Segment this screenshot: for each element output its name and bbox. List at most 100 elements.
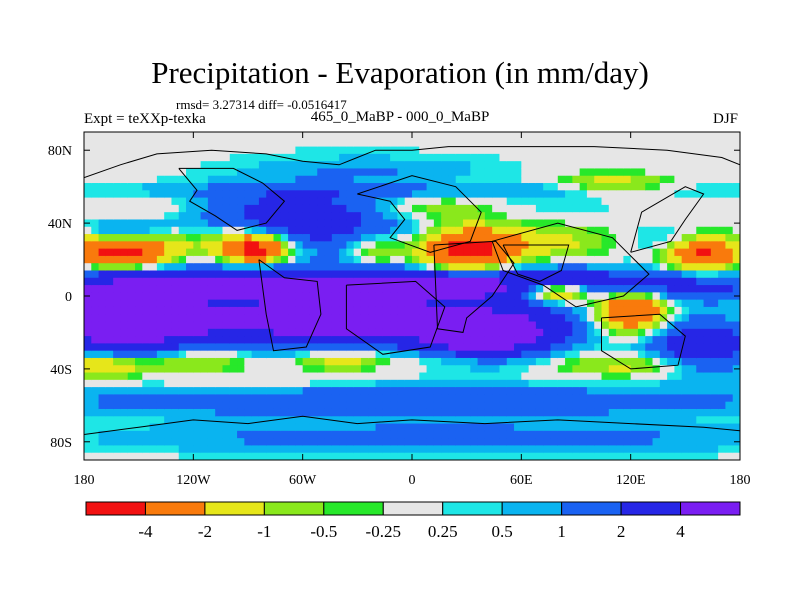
- heatmap-cell: [659, 408, 668, 417]
- heatmap-cell: [594, 306, 603, 315]
- heatmap-cell: [608, 306, 617, 315]
- heatmap-cell: [353, 248, 362, 257]
- heatmap-cell: [681, 401, 690, 410]
- heatmap-cell: [390, 423, 399, 432]
- heatmap-cell: [375, 139, 384, 148]
- heatmap-cell: [156, 241, 165, 250]
- heatmap-cell: [200, 168, 209, 177]
- heatmap-cell: [127, 408, 136, 417]
- heatmap-cell: [572, 255, 581, 264]
- heatmap-cell: [616, 175, 624, 184]
- heatmap-cell: [149, 132, 158, 140]
- heatmap-cell: [193, 379, 202, 388]
- heatmap-cell: [718, 292, 727, 301]
- heatmap-cell: [630, 365, 639, 374]
- heatmap-cell: [382, 248, 391, 257]
- heatmap-cell: [135, 175, 143, 184]
- heatmap-cell: [295, 277, 304, 286]
- heatmap-cell: [652, 255, 661, 264]
- heatmap-cell: [266, 343, 275, 352]
- heatmap-cell: [506, 234, 515, 242]
- heatmap-cell: [477, 153, 486, 162]
- heatmap-cell: [324, 132, 333, 140]
- heatmap-cell: [113, 285, 122, 293]
- heatmap-cell: [506, 219, 515, 228]
- heatmap-cell: [288, 343, 296, 352]
- heatmap-cell: [200, 452, 209, 460]
- heatmap-cell: [309, 401, 318, 410]
- heatmap-cell: [171, 401, 180, 410]
- heatmap-cell: [397, 430, 406, 439]
- heatmap-cell: [309, 285, 318, 293]
- heatmap-cell: [667, 132, 675, 140]
- heatmap-cell: [273, 299, 282, 308]
- heatmap-cell: [579, 372, 588, 381]
- heatmap-cell: [258, 365, 267, 374]
- heatmap-cell: [171, 168, 180, 177]
- heatmap-cell: [317, 408, 326, 417]
- heatmap-cell: [404, 372, 413, 381]
- heatmap-cell: [215, 321, 224, 330]
- heatmap-cell: [295, 379, 304, 388]
- heatmap-cell: [470, 204, 479, 213]
- heatmap-cell: [696, 379, 705, 388]
- heatmap-cell: [375, 387, 384, 395]
- heatmap-cell: [215, 270, 224, 279]
- heatmap-cell: [645, 299, 654, 308]
- heatmap-cell: [207, 379, 216, 388]
- heatmap-cell: [579, 328, 588, 337]
- heatmap-cell: [412, 175, 420, 184]
- heatmap-cell: [433, 306, 442, 315]
- heatmap-cell: [521, 357, 530, 366]
- heatmap-cell: [222, 394, 231, 403]
- heatmap-cell: [725, 401, 734, 410]
- heatmap-cell: [360, 452, 369, 460]
- heatmap-cell: [608, 270, 617, 279]
- heatmap-cell: [295, 394, 304, 403]
- heatmap-cell: [193, 357, 202, 366]
- heatmap-cell: [594, 263, 603, 272]
- heatmap-cell: [215, 299, 224, 308]
- heatmap-cell: [608, 168, 617, 177]
- heatmap-cell: [288, 219, 296, 228]
- heatmap-cell: [339, 365, 347, 374]
- heatmap-cell: [535, 372, 544, 381]
- heatmap-cell: [331, 270, 340, 279]
- heatmap-cell: [594, 190, 603, 199]
- heatmap-cell: [623, 175, 632, 184]
- heatmap-cell: [630, 219, 639, 228]
- heatmap-cell: [368, 153, 377, 162]
- heatmap-cell: [426, 452, 435, 460]
- heatmap-cell: [390, 408, 399, 417]
- heatmap-cell: [273, 314, 282, 323]
- heatmap-cell: [594, 153, 603, 162]
- heatmap-cell: [273, 263, 282, 272]
- heatmap-cell: [433, 226, 442, 235]
- heatmap-cell: [105, 299, 114, 308]
- heatmap-cell: [251, 416, 260, 425]
- heatmap-cell: [113, 219, 122, 228]
- heatmap-cell: [608, 277, 617, 286]
- heatmap-cell: [608, 139, 617, 148]
- heatmap-cell: [557, 292, 566, 301]
- heatmap-cell: [725, 299, 734, 308]
- heatmap-cell: [492, 183, 501, 191]
- heatmap-cell: [463, 204, 471, 213]
- heatmap-cell: [521, 343, 530, 352]
- heatmap-cell: [565, 299, 573, 308]
- heatmap-cell: [324, 408, 333, 417]
- heatmap-cell: [317, 190, 326, 199]
- heatmap-cell: [463, 153, 471, 162]
- heatmap-cell: [674, 321, 683, 330]
- heatmap-cell: [674, 212, 683, 221]
- heatmap-cell: [84, 139, 92, 148]
- heatmap-cell: [91, 452, 100, 460]
- heatmap-cell: [681, 161, 690, 170]
- heatmap-cell: [200, 219, 209, 228]
- heatmap-cell: [295, 299, 304, 308]
- heatmap-cell: [681, 416, 690, 425]
- heatmap-cell: [397, 132, 406, 140]
- heatmap-cell: [710, 336, 719, 344]
- heatmap-cell: [688, 146, 697, 155]
- heatmap-cell: [433, 387, 442, 395]
